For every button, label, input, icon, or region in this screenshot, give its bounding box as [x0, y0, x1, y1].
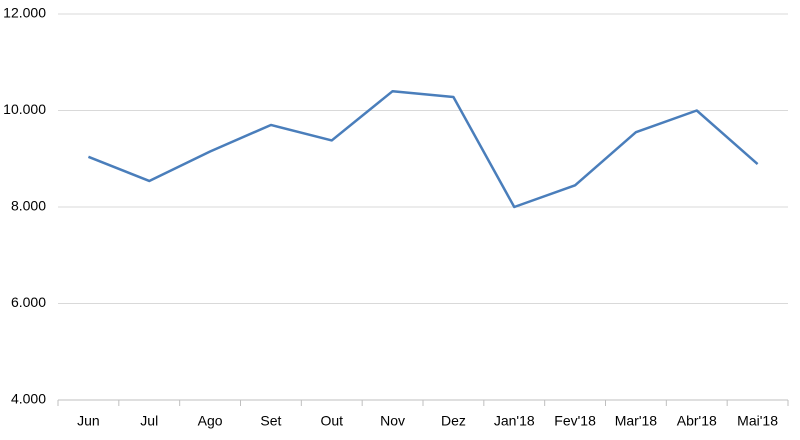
x-tick-label: Jul: [140, 413, 158, 429]
x-tick-label: Set: [260, 413, 281, 429]
y-tick-label: 6.000: [11, 294, 46, 310]
y-tick-label: 12.000: [3, 5, 46, 21]
x-tick-label: Out: [320, 413, 343, 429]
x-tick-label: Abr'18: [677, 413, 717, 429]
x-tick-label: Jan'18: [494, 413, 535, 429]
x-tick-label: Dez: [441, 413, 466, 429]
x-tick-label: Mar'18: [615, 413, 658, 429]
x-tick-label: Fev'18: [554, 413, 596, 429]
y-tick-label: 10.000: [3, 101, 46, 117]
x-tick-label: Ago: [198, 413, 223, 429]
x-tick-label: Jun: [77, 413, 100, 429]
y-tick-label: 8.000: [11, 198, 46, 214]
x-tick-label: Mai'18: [737, 413, 778, 429]
x-tick-label: Nov: [380, 413, 405, 429]
y-tick-label: 4.000: [11, 391, 46, 407]
series-line: [87, 89, 759, 209]
